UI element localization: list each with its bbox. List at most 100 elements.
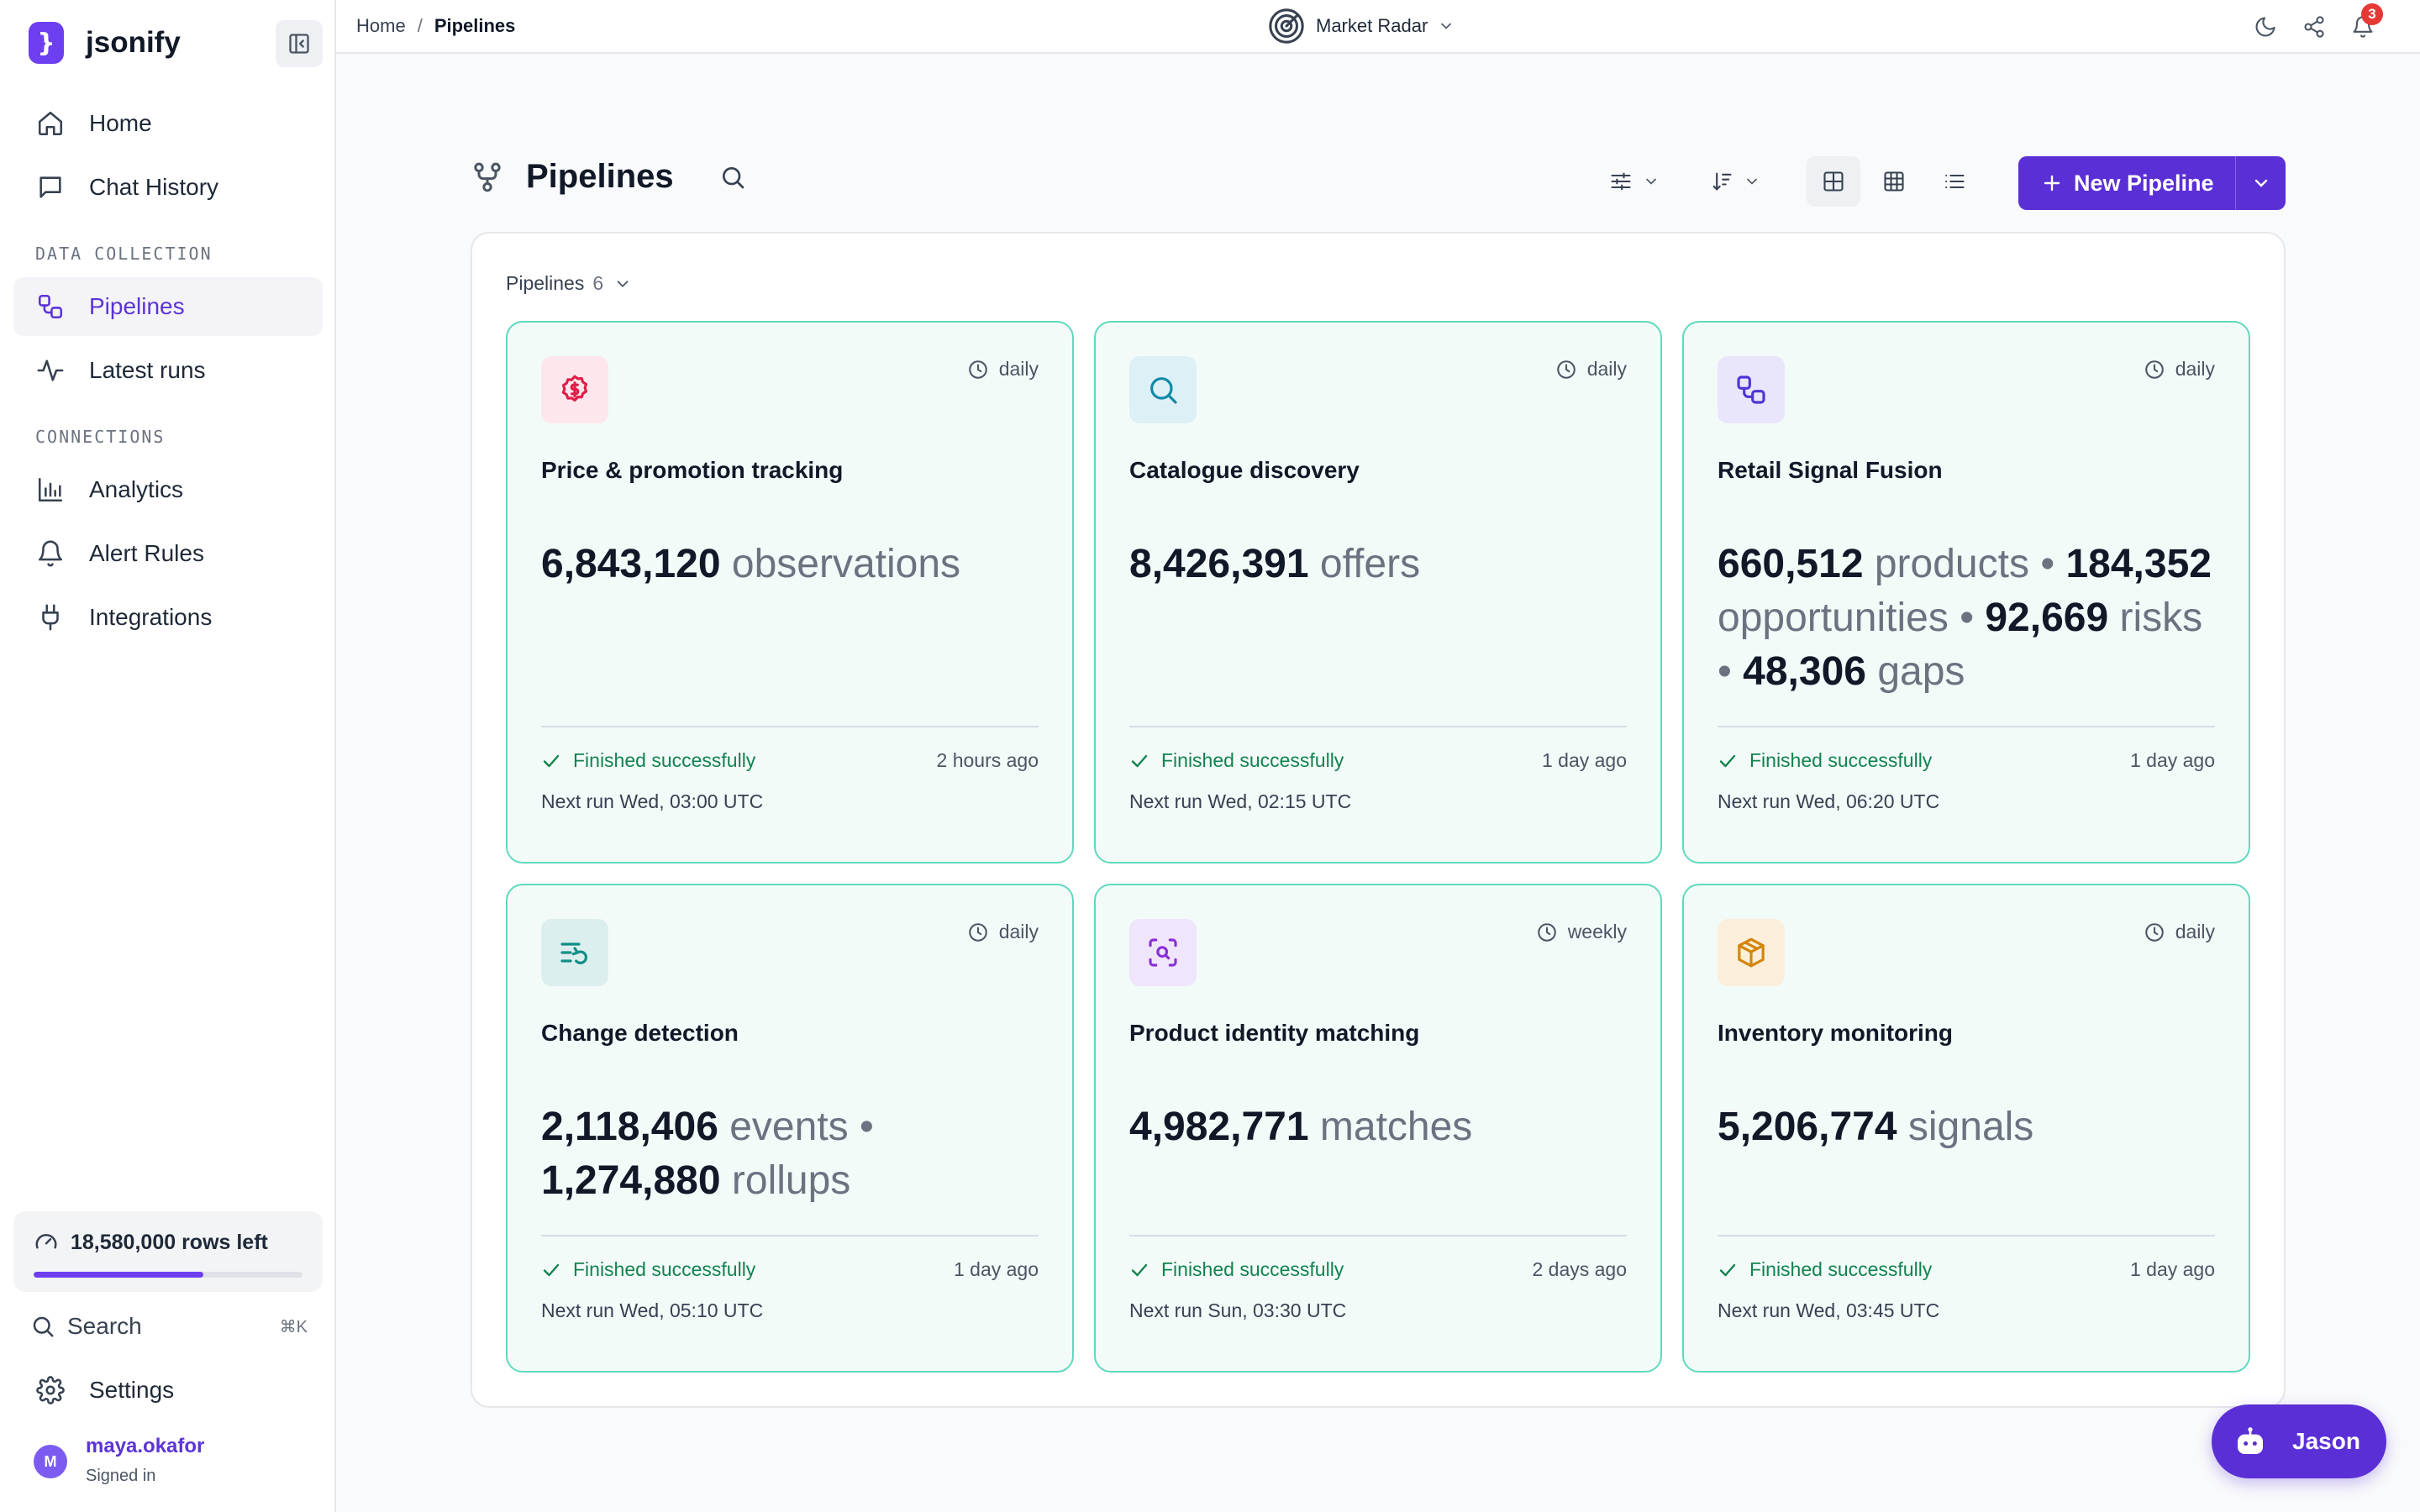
- plug-icon: [34, 601, 67, 634]
- frequency-label: daily: [998, 921, 1039, 942]
- run-time-ago: 2 days ago: [1532, 1258, 1627, 1280]
- sidebar-item-integrations[interactable]: Integrations: [13, 588, 323, 647]
- stat-value: 4,982,771: [1129, 1105, 1309, 1149]
- stat-unit: opportunities: [1718, 596, 1949, 640]
- pipelines-icon: [34, 290, 67, 323]
- next-run: Next run Wed, 02:15 UTC: [1129, 790, 1352, 812]
- sidebar-search-label: Search: [67, 1313, 142, 1339]
- chevron-down-icon: [1646, 178, 1656, 185]
- brand[interactable]: } jsonify: [29, 22, 181, 64]
- run-status-label: Finished successfully: [1161, 749, 1344, 771]
- next-run: Next run Wed, 06:20 UTC: [1718, 790, 1940, 812]
- table-view-button[interactable]: [1867, 156, 1921, 207]
- brand-name: jsonify: [86, 26, 181, 59]
- list-view-button[interactable]: [1928, 156, 1981, 207]
- breadcrumb-current: Pipelines: [434, 15, 516, 36]
- run-status: Finished successfully: [541, 1258, 755, 1281]
- collapse-sidebar-button[interactable]: [276, 20, 323, 67]
- stat-unit: signals: [1907, 1105, 2034, 1149]
- workspace-name: Market Radar: [1316, 15, 1428, 36]
- sidebar-item-label: Pipelines: [89, 293, 185, 319]
- pipelines-panel: Pipelines 6 daily Price & promotion track…: [471, 232, 2286, 1408]
- sidebar-item-home[interactable]: Home: [13, 94, 323, 153]
- sidebar-item-label: Analytics: [89, 476, 184, 502]
- next-run: Next run Wed, 05:10 UTC: [541, 1299, 764, 1321]
- pipeline-title: Product identity matching: [1129, 1020, 1420, 1046]
- next-run: Next run Wed, 03:45 UTC: [1718, 1299, 1940, 1321]
- run-status-label: Finished successfully: [573, 1258, 756, 1280]
- pipeline-stats: 5,206,774 signals: [1718, 1100, 2222, 1154]
- run-status: Finished successfully: [1718, 749, 1932, 772]
- run-time-ago: 1 day ago: [2129, 1258, 2215, 1280]
- sidebar-item-analytics[interactable]: Analytics: [13, 460, 323, 519]
- pipeline-card[interactable]: weekly Product identity matching 4,982,771…: [1094, 884, 1662, 1373]
- workspace-switcher[interactable]: Market Radar: [1267, 7, 1455, 45]
- sidebar-item-latest-runs[interactable]: Latest runs: [13, 341, 323, 400]
- user-profile[interactable]: M maya.okafor Signed in: [34, 1435, 204, 1486]
- stat-value: 48,306: [1743, 649, 1866, 694]
- moon-icon: [2255, 17, 2275, 37]
- sidebar-item-alert-rules[interactable]: Alert Rules: [13, 524, 323, 583]
- clock-icon: [1556, 360, 1576, 379]
- breadcrumb-home[interactable]: Home: [356, 15, 406, 36]
- pipeline-card[interactable]: daily Catalogue discovery 8,426,391 offers…: [1094, 321, 1662, 864]
- new-pipeline-button[interactable]: New Pipeline: [2018, 156, 2235, 210]
- sidebar-item-label: Home: [89, 110, 152, 136]
- plus-icon: [2044, 175, 2060, 192]
- sort-dropdown[interactable]: [1697, 156, 1773, 207]
- theme-toggle-button[interactable]: [2250, 12, 2281, 42]
- pipeline-card[interactable]: daily Change detection 2,118,406 events • …: [506, 884, 1074, 1373]
- filter-dropdown[interactable]: [1597, 156, 1672, 207]
- sidebar-item-settings[interactable]: Settings: [13, 1361, 323, 1420]
- check-icon: [1719, 754, 1736, 767]
- stat-unit: rollups: [731, 1158, 851, 1203]
- stat-value: 92,669: [1985, 596, 2109, 640]
- run-status: Finished successfully: [541, 749, 755, 772]
- notifications-button[interactable]: 3: [2348, 3, 2383, 42]
- stat-value: 1,274,880: [541, 1158, 721, 1203]
- panel-label: Pipelines: [506, 272, 585, 294]
- card-footer: Finished successfully 2 hours ago Next run…: [541, 726, 1039, 813]
- pipeline-card[interactable]: daily Retail Signal Fusion 660,512 product…: [1682, 321, 2250, 864]
- check-icon: [1719, 1263, 1736, 1276]
- sidebar-item-pipelines[interactable]: Pipelines: [13, 277, 323, 336]
- assistant-name: Jason: [2292, 1428, 2360, 1454]
- schedule-frequency: daily: [2144, 921, 2215, 943]
- scan-search-icon: [1129, 919, 1197, 986]
- schedule-frequency: daily: [967, 921, 1039, 943]
- table-icon: [1884, 171, 1904, 192]
- schedule-frequency: daily: [1555, 358, 1627, 381]
- nav-section-connections: CONNECTIONS: [35, 427, 166, 447]
- run-time-ago: 2 hours ago: [936, 749, 1039, 771]
- pipeline-title: Change detection: [541, 1020, 739, 1046]
- search-icon: [1129, 356, 1197, 423]
- pipeline-card[interactable]: daily Inventory monitoring 5,206,774 signa…: [1682, 884, 2250, 1373]
- sidebar-item-chat-history[interactable]: Chat History: [13, 158, 323, 217]
- pipeline-stats: 6,843,120 observations: [541, 538, 1045, 591]
- grid-view-button[interactable]: [1807, 156, 1860, 207]
- frequency-label: weekly: [1567, 921, 1627, 942]
- stat-unit: events: [729, 1105, 849, 1149]
- page-search-button[interactable]: [719, 164, 746, 191]
- card-footer: Finished successfully 1 day ago Next run W…: [1718, 726, 2215, 813]
- rows-quota: 18,580,000 rows left: [13, 1211, 323, 1292]
- clock-icon: [2144, 922, 2164, 942]
- stat-unit: offers: [1319, 542, 1421, 586]
- pipeline-title: Retail Signal Fusion: [1718, 457, 1943, 483]
- schedule-frequency: daily: [967, 358, 1039, 381]
- sidebar-search[interactable]: Search ⌘K: [30, 1307, 308, 1346]
- assistant-chat-button[interactable]: Jason: [2212, 1404, 2386, 1478]
- nav-section-data-collection: DATA COLLECTION: [35, 244, 213, 264]
- pipeline-card[interactable]: daily Price & promotion tracking 6,843,120…: [506, 321, 1074, 864]
- pipelines-group-toggle[interactable]: Pipelines 6: [506, 272, 632, 295]
- radar-icon: [1269, 8, 1304, 44]
- new-pipeline-options-button[interactable]: [2235, 156, 2286, 210]
- new-pipeline-split-button: New Pipeline: [2018, 156, 2286, 210]
- share-button[interactable]: [2299, 12, 2329, 42]
- schedule-frequency: weekly: [1536, 921, 1627, 943]
- pipeline-stats: 8,426,391 offers: [1129, 538, 1634, 591]
- run-status: Finished successfully: [1129, 1258, 1344, 1281]
- next-run: Next run Wed, 03:00 UTC: [541, 790, 764, 812]
- stat-value: 660,512: [1718, 542, 1864, 586]
- search-icon: [722, 166, 744, 188]
